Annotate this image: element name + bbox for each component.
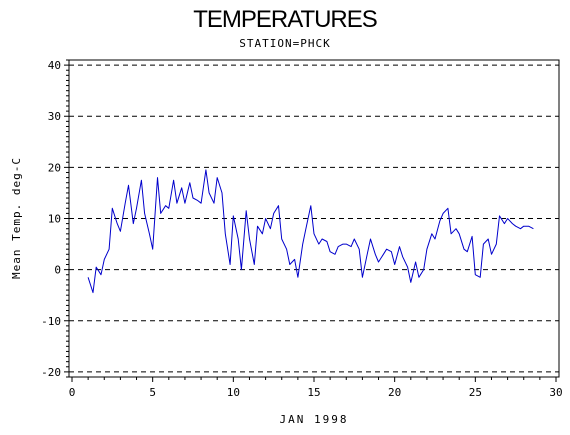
x-tick-label: 25 xyxy=(469,386,482,399)
series-line xyxy=(87,169,534,294)
y-tick-label: -20 xyxy=(41,366,61,379)
chart-subtitle: STATION=PHCK xyxy=(239,37,331,50)
x-tick-label: 0 xyxy=(69,386,76,399)
y-tick-label: 30 xyxy=(48,110,61,123)
x-axis-label: JAN 1998 xyxy=(280,413,349,426)
y-tick-label: 40 xyxy=(48,59,61,72)
y-tick-label: -10 xyxy=(41,315,61,328)
x-tick-label: 30 xyxy=(549,386,562,399)
x-tick-label: 15 xyxy=(307,386,320,399)
axis-ticks: -20 -10 0 10 20 30 40 0 5 10 15 20 25 30 xyxy=(41,59,563,399)
x-tick-label: 5 xyxy=(149,386,156,399)
y-tick-label: 20 xyxy=(48,161,61,174)
x-tick-label: 20 xyxy=(388,386,401,399)
y-tick-label: 0 xyxy=(54,264,61,277)
chart-title: TEMPERATURES xyxy=(193,6,378,33)
series-layer xyxy=(87,169,534,294)
y-axis-label: Mean Temp. deg-C xyxy=(10,157,23,279)
x-tick-label: 10 xyxy=(227,386,240,399)
grid-lines xyxy=(69,64,559,373)
y-tick-label: 10 xyxy=(48,213,61,226)
